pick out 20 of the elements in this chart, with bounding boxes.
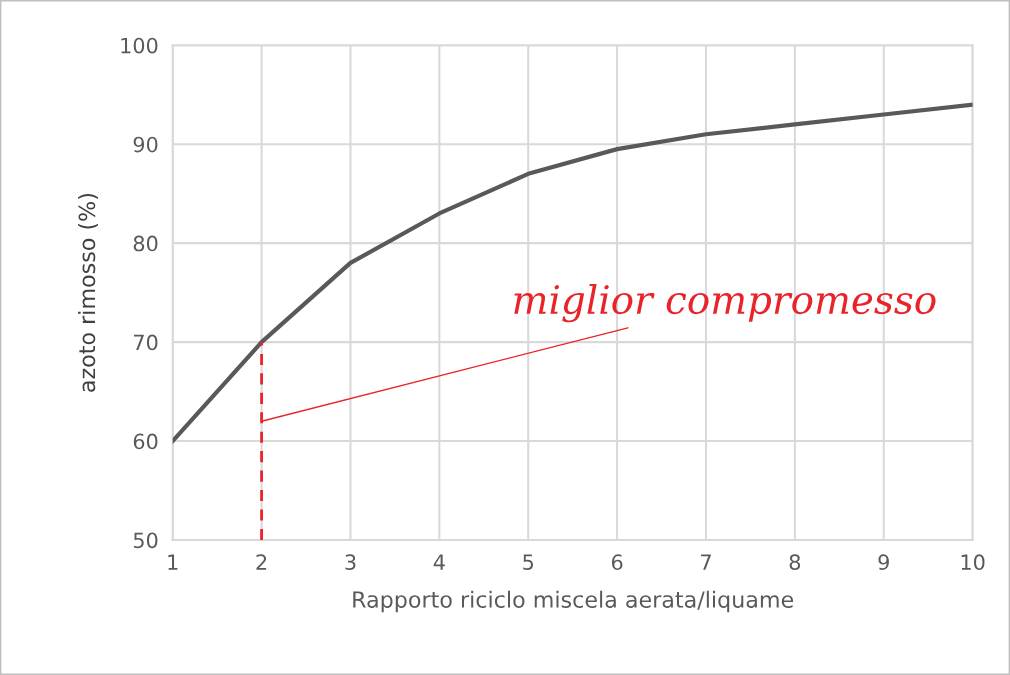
y-tick-label: 70 — [134, 334, 158, 351]
x-tick-label: 6 — [611, 554, 623, 571]
line-series — [172, 102, 973, 444]
x-tick-label: 10 — [961, 554, 985, 571]
x-tick-label: 4 — [433, 554, 445, 570]
x-tick-label: 2 — [256, 554, 267, 570]
y-tick-label: 90 — [133, 136, 158, 153]
x-axis-title: Rapporto riciclo miscela aerata/liquame — [353, 590, 794, 613]
x-tick-label: 3 — [345, 554, 356, 571]
x-tick-label: 9 — [878, 554, 889, 571]
x-tick-label: 8 — [789, 554, 801, 571]
y-tick-label: 50 — [133, 532, 158, 549]
x-tick-label: 5 — [523, 554, 534, 571]
y-tick-label: 60 — [133, 433, 158, 450]
y-tick-label: 100 — [121, 37, 158, 54]
y-tick-label: 80 — [133, 235, 158, 252]
x-tick-label: 7 — [701, 554, 711, 570]
annotation: miglior compromesso — [514, 284, 936, 323]
x-tick-label: 1 — [168, 554, 178, 570]
y-axis-title: azoto rimosso (%) — [78, 193, 98, 392]
